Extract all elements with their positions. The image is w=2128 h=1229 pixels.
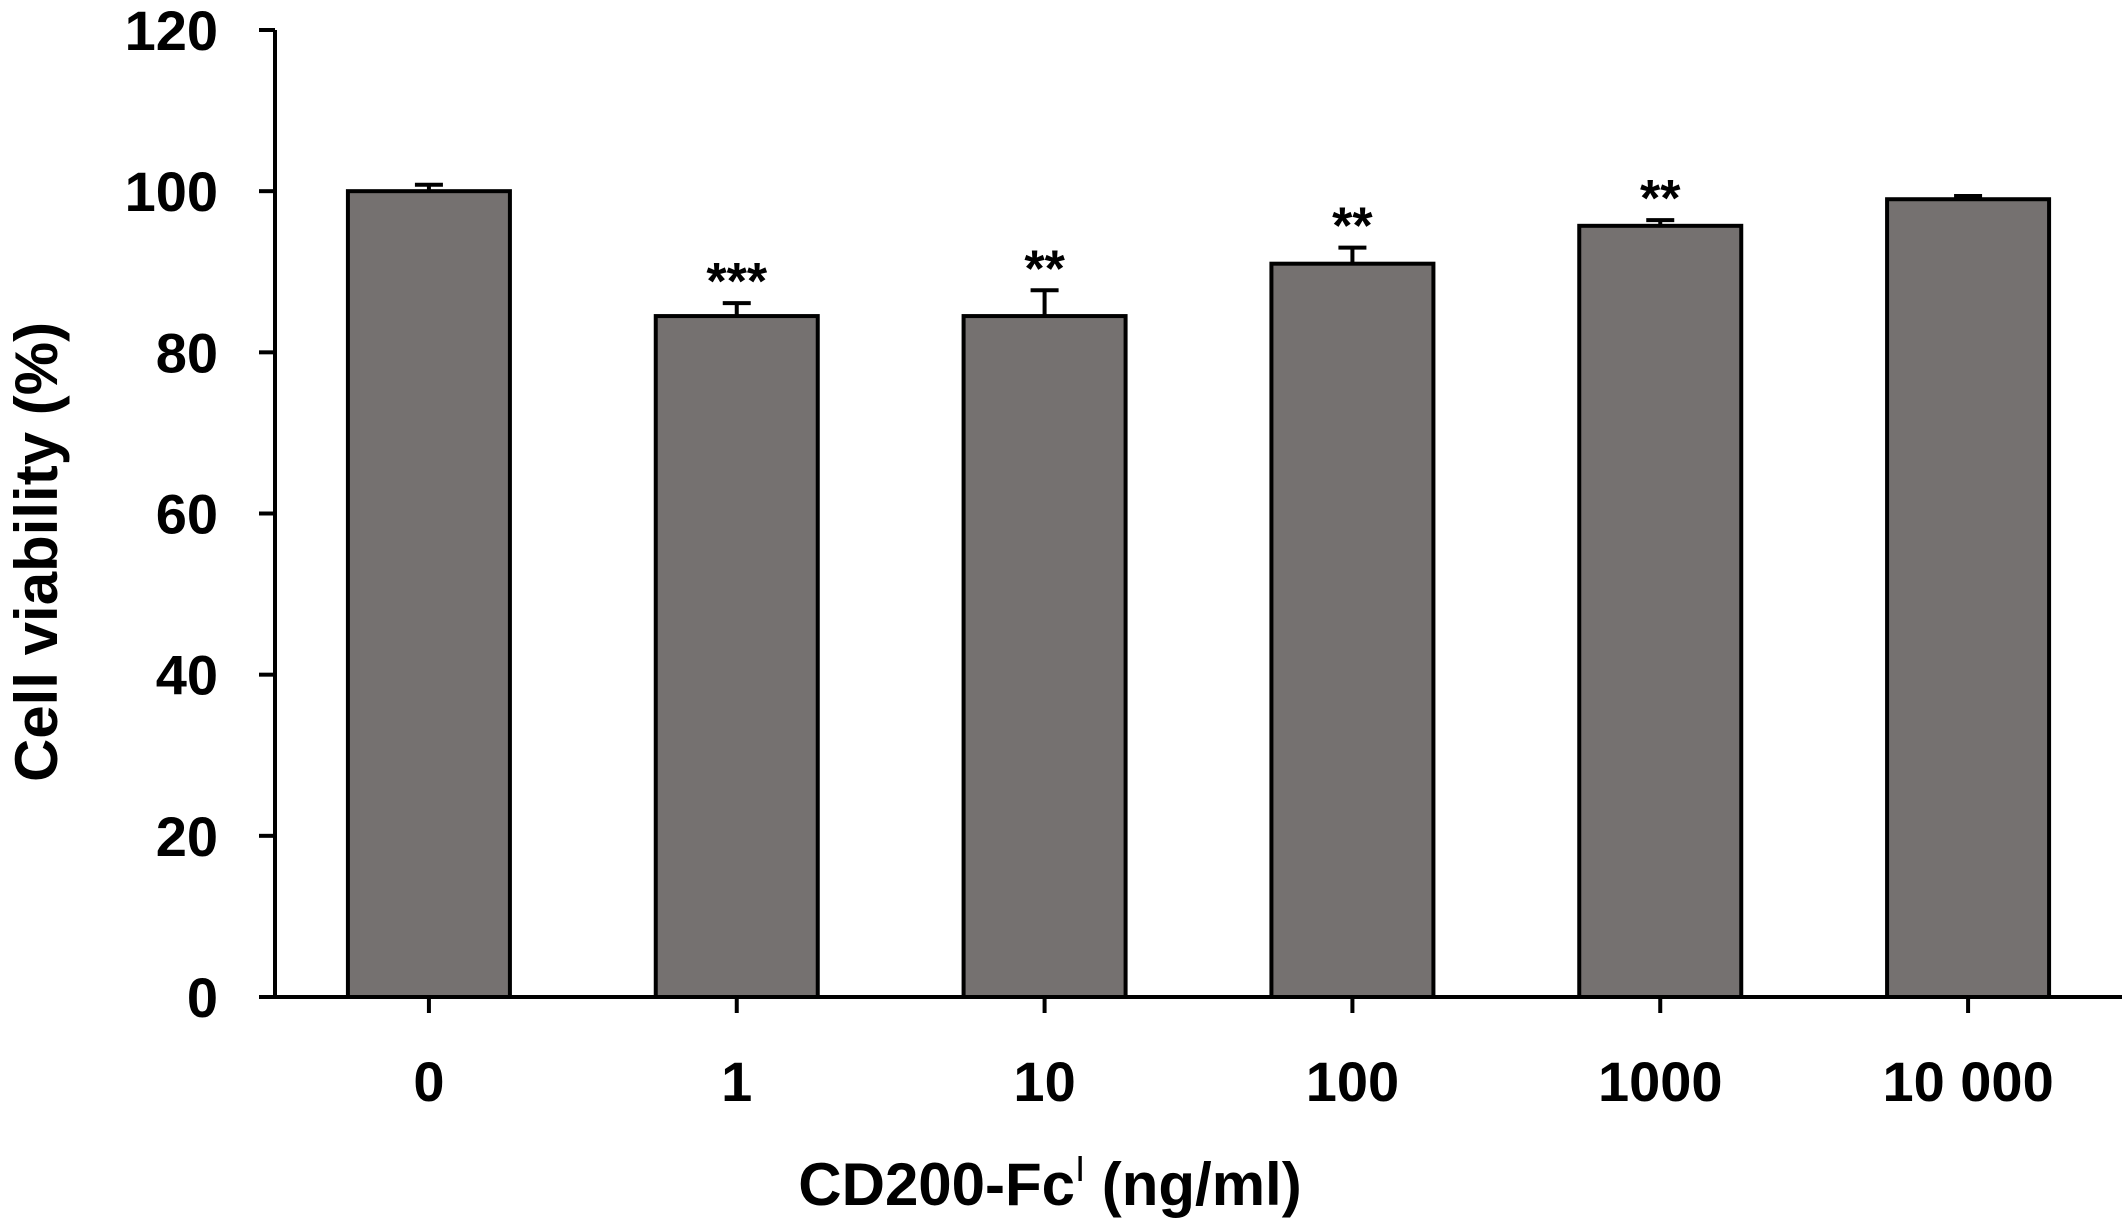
x-tick-label: 10 000 [1882,1050,2053,1113]
y-tick-label: 60 [156,483,218,546]
bar [1885,197,2052,1000]
y-ticks-layer: 0 20 40 60 80 100 120 [125,0,275,1029]
x-axis-title: CD200-FcI (ng/ml) [798,1148,1301,1218]
significance-marker: *** [706,253,767,311]
y-tick-label: 20 [156,805,218,868]
x-axis-title-unit: (ng/ml) [1085,1151,1302,1218]
x-axis-title-main: CD200-Fc [798,1151,1075,1218]
y-tick-label: 80 [156,321,218,384]
y-tick-label: 40 [156,644,218,707]
x-tick-label: 1000 [1598,1050,1723,1113]
significance-marker: ** [1640,170,1681,228]
bar [345,189,512,999]
y-axis-title: Cell viability (%) [3,322,70,782]
axes-layer [273,30,2122,999]
bar [1577,223,1744,999]
x-tick-label: 0 [413,1050,444,1113]
x-tick-label: 10 [1013,1050,1075,1113]
error-bar [1954,194,1983,200]
x-ticks-layer: 0 1 10 100 1000 10 000 [413,997,2054,1113]
bar [1269,261,1436,1000]
error-bars-layer [414,182,1983,317]
bar [961,314,1128,999]
y-tick-label: 120 [125,0,218,62]
error-bar [1338,245,1367,264]
significance-marker: ** [1332,198,1373,256]
x-axis-title-superscript: I [1075,1148,1085,1189]
significance-marker: ** [1024,240,1065,298]
error-bar [414,182,443,192]
bars-layer [345,189,2052,1000]
error-bar [1030,288,1059,317]
y-tick-label: 100 [125,160,218,223]
x-tick-label: 1 [721,1050,752,1113]
error-bar [1646,218,1675,226]
bar [653,314,820,999]
error-bar [722,301,751,317]
y-tick-label: 0 [187,966,218,1029]
significance-layer: *** **** ** [706,170,1681,311]
x-tick-label: 100 [1306,1050,1399,1113]
